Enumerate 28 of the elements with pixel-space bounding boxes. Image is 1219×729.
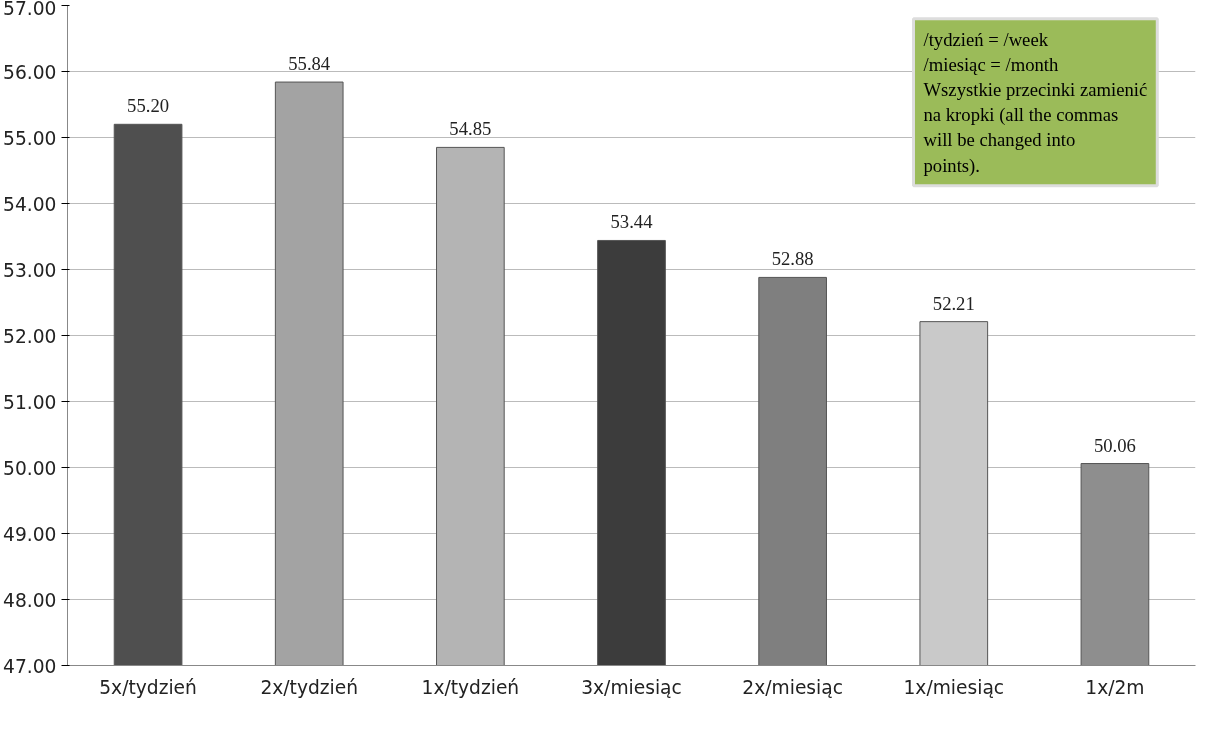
x-tick-label: 1x/2m (1085, 676, 1145, 698)
x-tick-label: 2x/miesiąc (742, 676, 843, 698)
data-label: 50.06 (1093, 434, 1136, 456)
data-label: 55.20 (127, 95, 170, 117)
y-tick-label: 51.00 (3, 391, 57, 413)
y-tick-label: 56.00 (3, 61, 57, 83)
data-label: 52.21 (932, 292, 975, 314)
x-tick-label: 5x/tydzień (99, 676, 197, 698)
x-tick-label: 3x/miesiąc (581, 676, 682, 698)
x-tick-label: 2x/tydzień (260, 676, 359, 698)
y-tick-label: 55.00 (3, 127, 57, 149)
annotation: Wszystkie przecinki zamienić na kropki (all the commas will be changed into points). (923, 79, 1148, 177)
y-tick-label: 49.00 (3, 523, 57, 545)
data-label: 53.44 (610, 211, 654, 233)
y-tick-label: 47.00 (3, 655, 57, 677)
y-tick-label: 50.00 (3, 457, 57, 479)
annotation: /miesiąc = /month (923, 53, 1060, 75)
y-tick-label: 53.00 (3, 259, 57, 281)
data-label: 52.88 (771, 248, 814, 270)
x-tick-label: 1x/miesiąc (903, 676, 1005, 698)
y-tick-label: 57.00 (3, 0, 57, 19)
data-label: 54.85 (449, 118, 492, 140)
y-tick-label: 54.00 (3, 193, 57, 215)
y-tick-label: 48.00 (3, 589, 57, 611)
x-tick-label: 1x/tydzień (421, 676, 520, 698)
y-tick-label: 52.00 (3, 325, 57, 347)
annotation: /tydzień = /week (923, 28, 1049, 50)
data-label: 55.84 (288, 53, 331, 75)
